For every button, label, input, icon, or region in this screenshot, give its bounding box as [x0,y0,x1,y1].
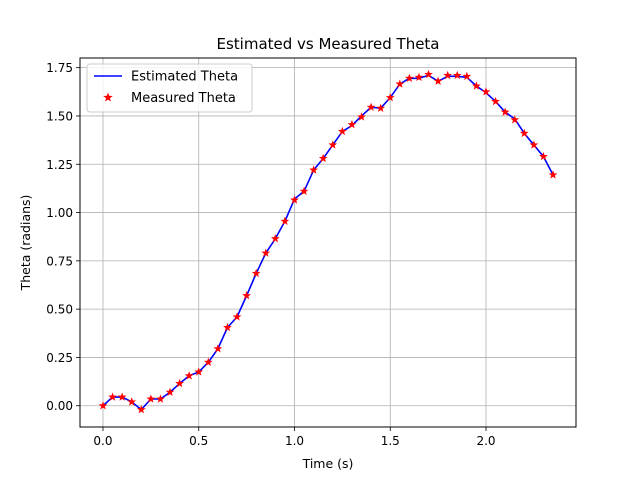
measured-theta-point [156,394,165,403]
legend-label-estimated: Estimated Theta [131,70,238,85]
chart-title: Estimated vs Measured Theta [216,35,439,53]
legend-star-swatch [103,92,113,102]
plot-frame [79,57,577,428]
measured-theta-point [385,93,395,102]
y-tick-label: 1.00 [46,206,73,220]
tick-layer: 0.0 0.5 1.0 1.5 2.0 0.00 0.25 0.50 0.75 1.00 1.25 1… [46,61,495,448]
measured-theta-point [491,96,500,106]
measured-theta-point [376,103,386,112]
measured-theta-point [299,186,309,196]
measured-theta-point [395,79,405,88]
measured-theta-point [500,107,510,116]
measured-theta-point [424,69,433,79]
measured-theta-point [328,140,338,149]
y-tick-label: 0.25 [46,351,73,365]
series-layer [98,69,558,414]
y-tick-label: 0.00 [46,399,73,413]
x-tick-label: 1.5 [381,434,400,448]
measured-theta-point [117,392,127,401]
measured-theta-point [146,394,156,403]
measured-theta-point [127,397,137,406]
measured-theta-point [357,112,366,121]
grid-layer [80,58,576,427]
measured-theta-point [261,248,271,257]
legend-box [86,63,253,113]
measured-theta-point [539,151,548,161]
measured-theta-point [98,401,108,410]
measured-theta-point [108,392,117,401]
measured-theta-point [232,312,242,321]
measured-theta-point [251,268,261,278]
x-tick-label: 1.0 [285,434,304,448]
measured-theta-point [452,70,462,80]
measured-theta-point [136,405,146,414]
legend-label-measured: Measured Theta [131,91,236,106]
measured-theta-point [213,344,223,353]
y-tick-label: 1.25 [46,158,73,172]
y-tick-label: 0.75 [46,254,73,268]
measured-theta-point [280,216,290,225]
measured-theta-point [529,140,539,149]
measured-theta-point [519,128,529,138]
measured-theta-point [405,73,414,83]
measured-theta-point [223,322,232,332]
legend: Estimated Theta Measured Theta [86,63,253,113]
measured-theta-point [242,291,251,300]
measured-theta-point [165,387,175,396]
x-tick-label: 0.5 [189,434,208,448]
measured-theta-point [414,72,424,82]
measured-theta-point [510,115,520,124]
measured-theta-point [184,371,194,380]
y-tick-label: 1.75 [46,61,73,75]
measured-theta-point [175,378,184,388]
measured-theta-point [194,367,204,376]
measured-theta-point [433,76,443,85]
y-tick-label: 0.50 [46,303,73,317]
y-tick-label: 1.50 [46,109,73,123]
measured-theta-point [548,170,558,179]
legend-star-marker [103,92,113,102]
measured-theta-point [366,102,376,111]
measured-theta-point [472,81,481,90]
measured-theta-point [318,153,328,163]
measured-theta-point [270,234,280,243]
x-tick-label: 0.0 [93,434,112,448]
measured-theta-point [443,70,453,80]
measured-theta-point [290,195,299,204]
measured-theta-point [462,71,472,81]
measured-theta-point [337,126,347,136]
y-axis-label: Theta (radians) [18,195,33,292]
measured-theta-point [203,357,213,366]
x-tick-label: 2.0 [476,434,495,448]
x-axis-label: Time (s) [302,456,354,471]
measured-theta-point [309,165,319,174]
measured-theta-point [481,87,491,96]
measured-theta-point [347,120,357,129]
